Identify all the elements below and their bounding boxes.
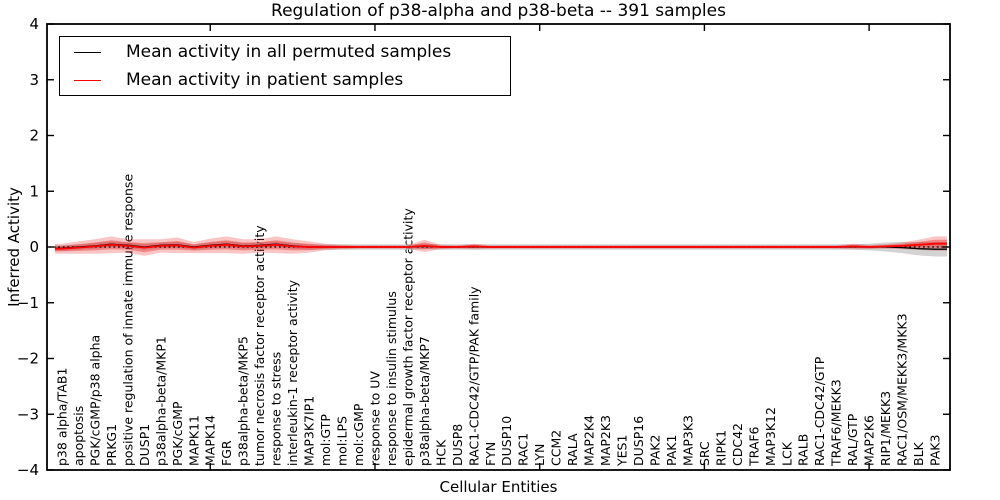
x-tick-label: response to stress (269, 352, 284, 466)
x-tick-label: p38alpha-beta/MKP5 (236, 336, 251, 466)
y-axis-label: Inferred Activity (5, 187, 23, 307)
x-tick-label: response to UV (367, 371, 382, 466)
x-tick-label: PAK1 (664, 435, 679, 466)
y-tick-label: 0 (29, 238, 39, 256)
x-tick-label: TRAF6/MEKK3 (829, 379, 844, 467)
x-tick-label: SRC (697, 441, 712, 466)
x-tick-label: YES1 (615, 435, 630, 467)
legend-entry-permuted: Mean activity in all permuted samples (74, 40, 510, 64)
legend: Mean activity in all permuted samples Me… (59, 36, 511, 96)
x-tick-label: RAC1/OSM/MEKK3/MKK3 (895, 313, 910, 466)
x-tick-label: MAP3K3 (680, 415, 695, 466)
x-tick-label: RALB (796, 434, 811, 466)
x-tick-label: RALA (565, 433, 580, 466)
x-tick-label: RAC1-CDC42/GTP/PAK family (466, 286, 481, 466)
y-tick-label: 4 (29, 15, 39, 33)
x-tick-label: MAPK11 (186, 415, 201, 466)
x-tick-label: apoptosis (71, 406, 86, 466)
x-tick-label: DUSP16 (631, 416, 646, 466)
x-axis-label: Cellular Entities (439, 478, 558, 496)
x-tick-label: MAP2K6 (862, 415, 877, 466)
y-tick-label: 2 (29, 127, 39, 145)
patient-mean-line (55, 242, 947, 250)
x-tick-label: DUSP10 (499, 416, 514, 466)
x-tick-label: RAL/GTP (845, 413, 860, 466)
x-tick-label: PAK3 (928, 435, 943, 466)
legend-label: Mean activity in all permuted samples (126, 42, 452, 62)
x-tick-label: epidermal growth factor receptor activit… (400, 208, 415, 466)
x-tick-label: MAP2K3 (598, 415, 613, 466)
y-tick-label: 3 (29, 71, 39, 89)
x-tick-label: response to insulin stimulus (384, 291, 399, 466)
x-tick-label: LYN (532, 444, 547, 466)
x-tick-label: RAC1-CDC42/GTP (812, 356, 827, 466)
x-tick-label: mol:LPS (335, 416, 350, 466)
legend-entry-patient: Mean activity in patient samples (74, 68, 510, 92)
x-tick-label: MAP3K12 (763, 407, 778, 466)
legend-label: Mean activity in patient samples (126, 70, 404, 90)
permuted-line-sample-icon (74, 51, 101, 53)
x-tick-label: mol:GTP (318, 414, 333, 466)
x-tick-label: mol:cGMP (351, 403, 366, 466)
x-tick-label: MAP3K7IP1 (302, 396, 317, 466)
x-tick-label: MAP2K4 (582, 415, 597, 466)
x-tick-label: RIPK1 (713, 430, 728, 466)
x-tick-label: MAPK14 (203, 415, 218, 466)
x-tick-label: tumor necrosis factor receptor activity (252, 225, 267, 466)
x-tick-label: FGR (219, 440, 234, 466)
x-tick-label: DUSP8 (450, 424, 465, 466)
x-tick-label: PRKG1 (104, 424, 119, 466)
x-tick-label: PAK2 (647, 435, 662, 466)
x-tick-label: DUSP1 (137, 424, 152, 466)
y-tick-label: −2 (17, 350, 39, 368)
y-tick-label: −1 (17, 294, 39, 312)
y-tick-label: −3 (17, 405, 39, 423)
x-tick-label: p38 alpha/TAB1 (55, 368, 70, 466)
x-tick-label: PGK/cGMP (170, 401, 185, 466)
x-tick-label: RAC1 (516, 433, 531, 466)
chart-title: Regulation of p38-alpha and p38-beta -- … (271, 1, 726, 21)
x-tick-label: PGK/cGMP/p38 alpha (87, 335, 102, 466)
x-tick-label: HCK (433, 439, 448, 466)
x-tick-label: CDC42 (730, 423, 745, 466)
x-tick-label: BLK (911, 441, 926, 466)
x-tick-label: FYN (483, 442, 498, 466)
x-tick-label: TRAF6 (746, 426, 761, 467)
x-tick-label: LCK (779, 441, 794, 466)
x-tick-label: interleukin-1 receptor activity (285, 279, 300, 466)
y-tick-label: −4 (17, 461, 39, 479)
patient-line-sample-icon (74, 79, 101, 81)
x-tick-label: positive regulation of innate immune res… (120, 174, 135, 466)
y-tick-label: 1 (29, 182, 39, 200)
x-tick-label: p38alpha-beta/MKP1 (153, 336, 168, 466)
x-tick-label: p38alpha-beta/MKP7 (417, 336, 432, 466)
patient-band-inner (55, 239, 947, 253)
x-tick-label: RIP1/MEKK3 (878, 391, 893, 466)
x-tick-label: CCM2 (549, 430, 564, 466)
